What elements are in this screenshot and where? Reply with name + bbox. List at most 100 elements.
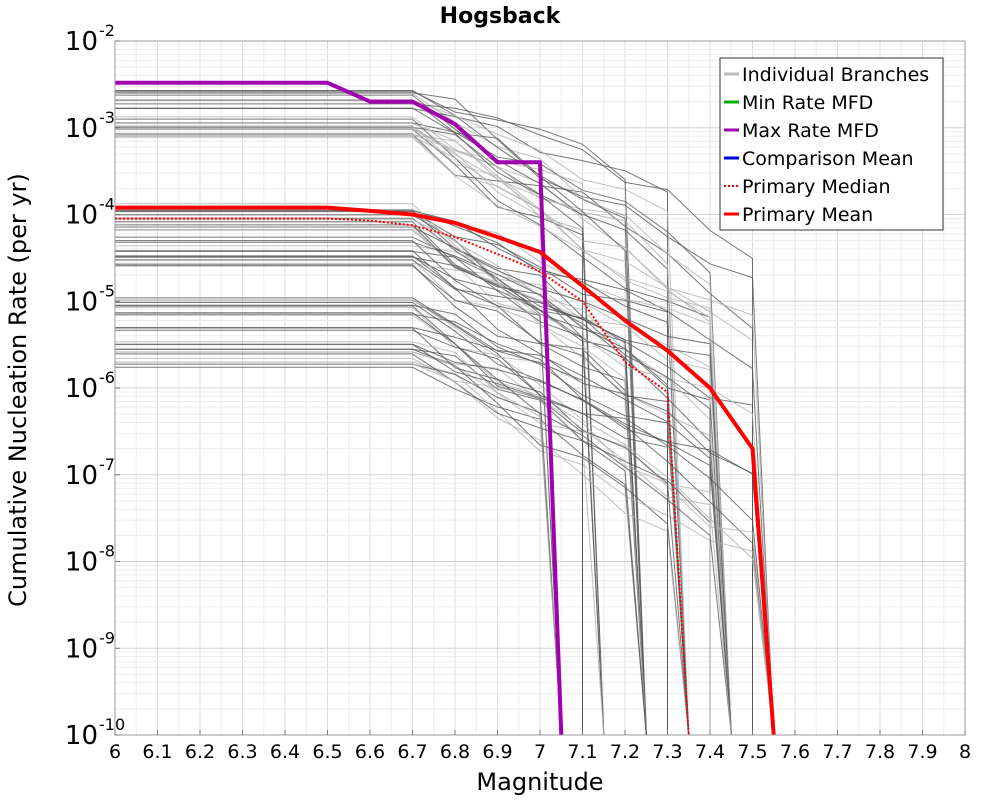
branch-line (115, 118, 711, 735)
branch-line (115, 363, 732, 736)
x-tick-label: 6.8 (440, 741, 470, 763)
branch-line (115, 312, 690, 736)
branch-line (115, 361, 775, 736)
branch-line (115, 125, 775, 736)
individual-branches (115, 90, 775, 736)
x-tick-label: 7.6 (780, 741, 810, 763)
y-tick-label: 10 (65, 548, 98, 578)
legend-label: Individual Branches (742, 64, 929, 86)
legend-label: Comparison Mean (742, 148, 914, 170)
x-axis-title: Magnitude (476, 768, 603, 796)
branch-line (115, 313, 775, 736)
branch-line (115, 210, 732, 736)
branch-line (115, 304, 732, 736)
branch-line (115, 250, 647, 736)
branch-line (115, 341, 562, 736)
y-tick-label: 10 (65, 201, 98, 231)
branch-line (115, 90, 647, 736)
x-tick-label: 6.9 (482, 741, 512, 763)
y-tick-exponent: -9 (99, 628, 115, 647)
y-tick-exponent: -6 (99, 368, 115, 387)
y-tick-exponent: -7 (99, 455, 115, 474)
x-tick-label: 7.4 (695, 741, 725, 763)
branch-line (115, 116, 732, 736)
series-line-max-rate-mfd (115, 80, 564, 736)
branch-line (115, 92, 647, 736)
y-tick-label: 10 (65, 461, 98, 491)
y-tick-label: 10 (65, 374, 98, 404)
legend-label: Max Rate MFD (742, 120, 879, 142)
x-tick-label: 6.7 (397, 741, 427, 763)
y-tick-exponent: -3 (99, 108, 115, 127)
branch-line (115, 241, 605, 736)
y-axis-title: Cumulative Nucleation Rate (per yr) (4, 173, 32, 607)
branch-line (115, 343, 732, 736)
branch-line (115, 136, 732, 736)
branch-line (115, 357, 690, 736)
x-axis-ticks: 6 6.1 6.2 6.3 6.4 6.5 6.6 6.7 6.8 6.9 7 7.1 7.2 7.3 7.… (109, 730, 971, 763)
y-tick-exponent: -4 (99, 195, 115, 214)
legend-label: Min Rate MFD (742, 92, 873, 114)
x-tick-label: 6.4 (270, 741, 300, 763)
branch-line (115, 229, 775, 736)
branch-line (115, 90, 647, 736)
branch-line (115, 329, 562, 736)
branch-line (115, 297, 583, 735)
x-tick-label: 6.6 (355, 741, 385, 763)
branch-line (115, 353, 647, 736)
legend-label: Primary Median (742, 176, 891, 198)
branch-line (115, 240, 562, 736)
branch-line (115, 327, 690, 736)
x-tick-label: 6 (109, 741, 121, 763)
branch-line (115, 363, 732, 736)
branch-line (115, 264, 647, 736)
branch-line (115, 256, 690, 736)
legend: Individual Branches Min Rate MFD Max Rate … (719, 57, 944, 231)
x-tick-label: 8 (959, 741, 971, 763)
x-tick-label: 7.1 (567, 741, 597, 763)
y-tick-exponent: -2 (99, 21, 115, 40)
branch-line (115, 255, 775, 736)
branch-line (115, 366, 647, 736)
branch-line (115, 265, 690, 736)
branch-line (115, 103, 753, 735)
x-tick-label: 7.7 (822, 741, 852, 763)
branch-line (115, 214, 647, 736)
branch-line (115, 259, 647, 736)
branch-line (115, 226, 605, 736)
y-tick-label: 10 (65, 721, 98, 751)
series-line-primary-mean (115, 205, 776, 736)
branch-line (115, 217, 732, 736)
x-tick-label: 6.1 (142, 741, 172, 763)
x-tick-label: 7.2 (610, 741, 640, 763)
y-tick-label: 10 (65, 634, 98, 664)
y-tick-label: 10 (65, 114, 98, 144)
branch-line (115, 128, 562, 736)
chart-title: Hogsback (440, 4, 562, 29)
branch-line (115, 135, 562, 736)
branch-line (115, 302, 775, 736)
x-tick-label: 7.9 (907, 741, 937, 763)
y-tick-label: 10 (65, 287, 98, 317)
branch-line (115, 126, 690, 736)
branch-line (115, 135, 711, 735)
x-tick-label: 6.2 (185, 741, 215, 763)
x-tick-label: 7.5 (737, 741, 767, 763)
branch-line (115, 299, 583, 735)
x-tick-label: 7 (534, 741, 546, 763)
x-tick-label: 7.3 (652, 741, 682, 763)
legend-box (719, 57, 944, 231)
x-tick-label: 6.3 (227, 741, 257, 763)
branch-line (115, 122, 690, 736)
y-tick-exponent: -8 (99, 542, 115, 561)
series-lines (115, 80, 776, 736)
y-tick-exponent: -5 (99, 281, 115, 300)
series-line-primary-median (115, 217, 690, 736)
branch-line (115, 203, 647, 736)
branch-line (115, 314, 711, 735)
branch-line (115, 348, 690, 736)
branch-line (115, 221, 732, 736)
x-tick-label: 7.8 (865, 741, 895, 763)
